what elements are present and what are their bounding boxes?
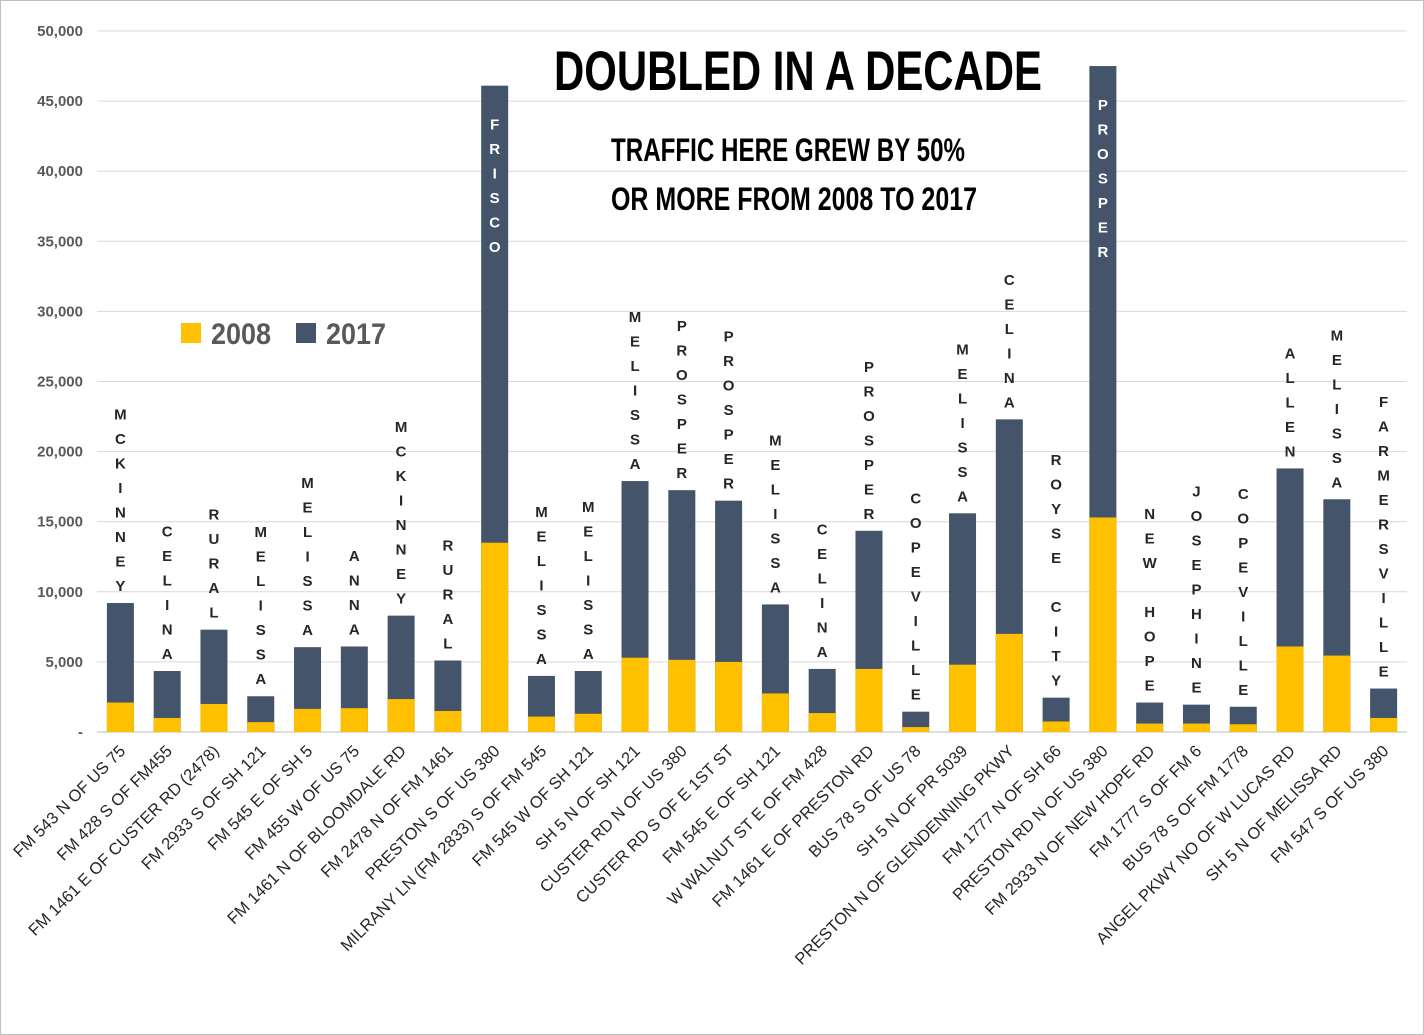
- bars: [106, 66, 1398, 733]
- bar-2008: [1182, 723, 1210, 732]
- chart-title: DOUBLED IN A DECADE: [554, 39, 1042, 102]
- chart-subtitle-line-1: TRAFFIC HERE GREW BY 50%: [611, 132, 965, 168]
- bar-2008: [153, 717, 181, 732]
- y-tick-label: 30,000: [37, 303, 83, 320]
- bar-2008: [1136, 723, 1164, 732]
- bar-2008: [855, 668, 883, 732]
- bar-2008: [200, 703, 228, 732]
- legend: 2008 2017: [181, 318, 386, 351]
- bar-2008: [574, 713, 602, 732]
- chart-subtitle-line-2: OR MORE FROM 2008 TO 2017: [611, 181, 977, 217]
- y-tick-label: 20,000: [37, 444, 83, 461]
- y-tick-label: 10,000: [37, 584, 83, 601]
- bar-2008: [949, 664, 977, 732]
- legend-swatch-2008: [181, 323, 201, 343]
- y-tick-label: 40,000: [37, 163, 83, 180]
- bar-2008: [1370, 717, 1398, 732]
- y-tick-label: 45,000: [37, 93, 83, 110]
- bar-2008: [902, 727, 930, 732]
- bar-2008: [481, 542, 509, 732]
- y-tick-label: -: [78, 724, 83, 741]
- bar-2008: [340, 708, 368, 732]
- town-labels: M C K I N N E Y C E L I N A R U R A L M E L I S S A M E L I S S A A N N A M C K…: [114, 97, 1390, 704]
- x-tick-label: PRESTON N OF GLENDENNING PKWY: [792, 742, 1018, 968]
- y-tick-label: 5,000: [45, 654, 83, 671]
- bar-2008: [761, 693, 789, 732]
- bar-2017: [902, 711, 930, 732]
- bar-2008: [621, 657, 649, 732]
- y-tick-label: 15,000: [37, 514, 83, 531]
- y-tick-label: 50,000: [37, 23, 83, 40]
- bar-2008: [247, 722, 275, 732]
- y-axis: - 5,000 10,000 15,000 20,000 25,000 30,000 35,0…: [37, 23, 83, 741]
- legend-swatch-2017: [296, 323, 316, 343]
- bar-2008: [1089, 517, 1117, 732]
- y-tick-label: 35,000: [37, 233, 83, 250]
- bar-2008: [808, 713, 836, 732]
- bar-2008: [1276, 646, 1304, 732]
- legend-label-2017: 2017: [326, 318, 386, 351]
- bar-2008: [1229, 724, 1257, 732]
- x-tick-label: FM 1461 E OF CUSTER RD (2478): [25, 742, 223, 940]
- bar-2008: [1323, 655, 1351, 732]
- bar-2008: [1042, 721, 1070, 732]
- legend-label-2008: 2008: [211, 318, 271, 351]
- y-tick-label: 25,000: [37, 374, 83, 391]
- bar-2008: [527, 716, 555, 732]
- bar-2008: [106, 702, 134, 732]
- bar-2008: [668, 659, 696, 732]
- bar-2008: [434, 710, 462, 732]
- x-tick-label: FM 2933 N OF NEW HOPE RD: [982, 742, 1159, 919]
- bar-2008: [387, 699, 415, 732]
- bar-2008: [715, 661, 743, 732]
- bar-2008: [294, 708, 322, 732]
- bar-2008: [995, 633, 1023, 732]
